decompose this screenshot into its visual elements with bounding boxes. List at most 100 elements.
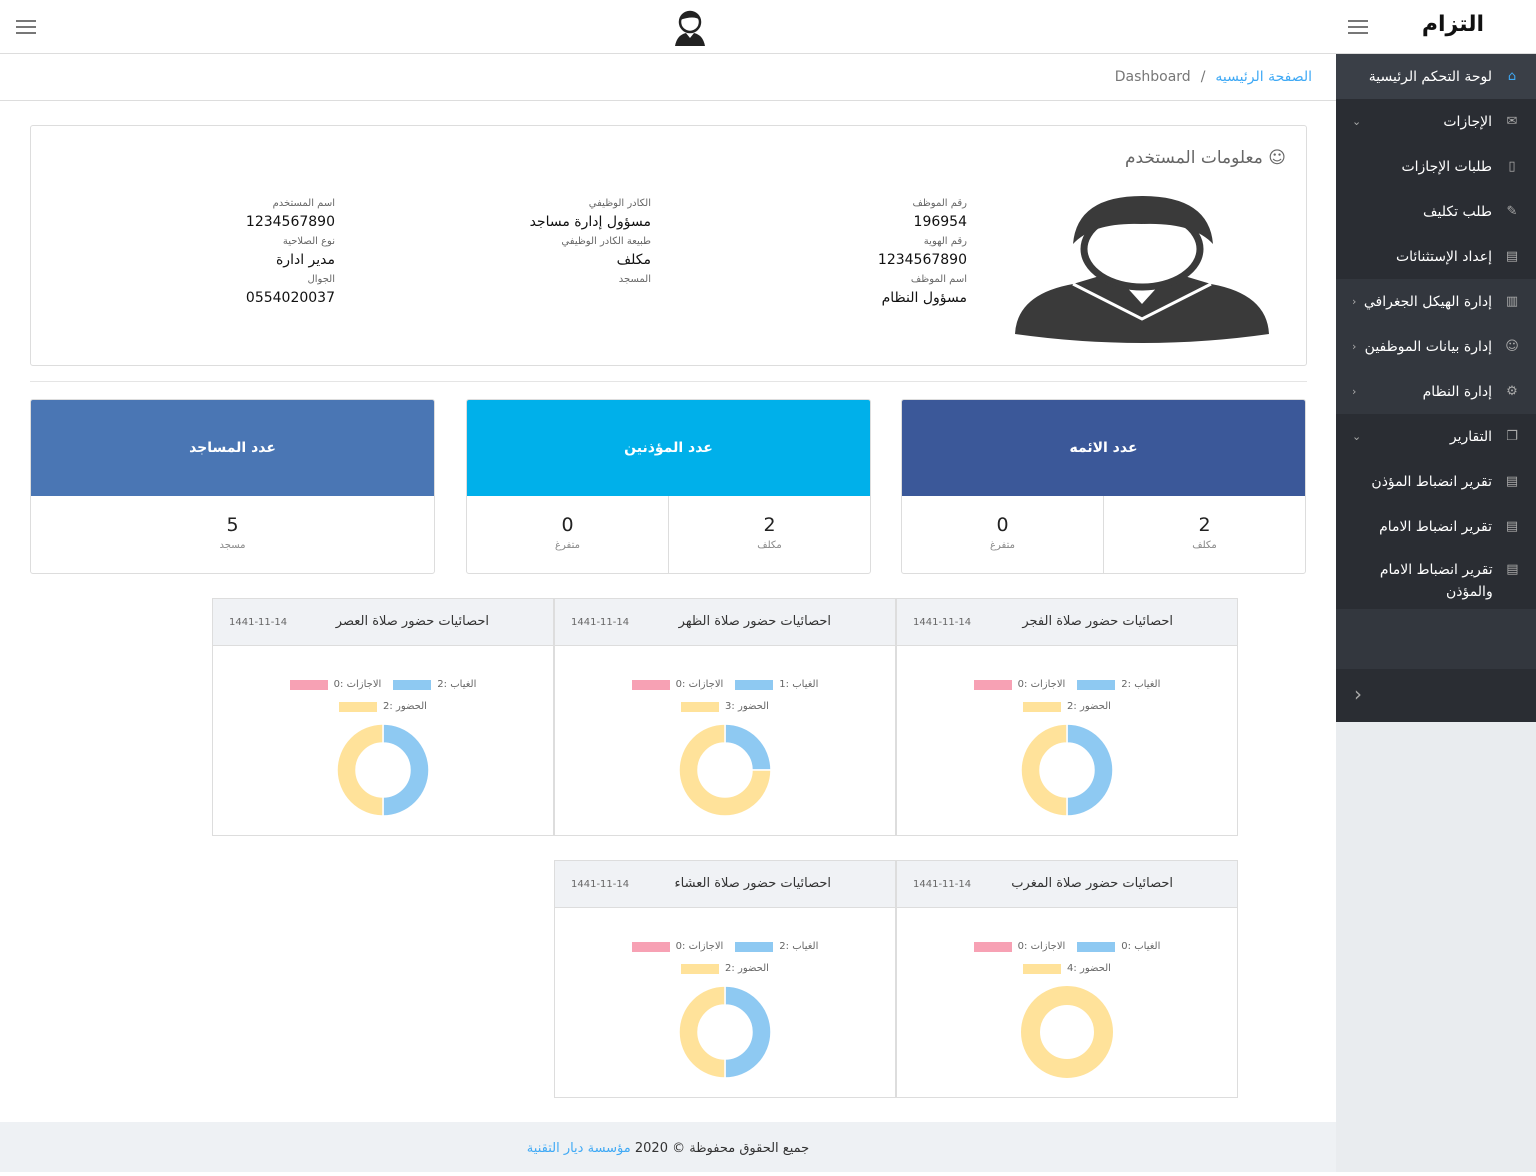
sidebar-item-label: لوحة التحكم الرئيسية [1368,68,1492,85]
breadcrumb-current: Dashboard [1114,69,1191,85]
stat-title: عدد المؤذنين [467,400,870,496]
sidebar-toggle-icon[interactable] [1348,20,1368,34]
menu-icon[interactable] [16,20,36,34]
sidebar-item-11[interactable]: ▤ تقرير انضباط الامام والمؤذن [1336,549,1536,609]
chart-date: 1441-11-14 [913,617,972,628]
stat-value: 2 [1198,514,1211,536]
sidebar-item-label: إدارة النظام [1422,383,1492,400]
sidebar-item-5[interactable]: ▥ إدارة الهيكل الجغرافي ‹ [1336,279,1536,324]
donut-chart [678,985,772,1079]
legend-entry[interactable]: الحضور :2 [1023,696,1111,718]
donut-slice[interactable] [382,723,430,817]
legend-swatch [339,702,378,712]
document-icon: ▯ [1508,159,1516,174]
attendance-chart-card: احصائيات حضور صلاة العصر 1441-11-14 الغيا… [212,598,554,836]
book-icon: ▤ [1505,519,1519,534]
stat-label: مكلف [1192,540,1217,551]
chart-title: احصائيات حضور صلاة العشاء [674,876,831,891]
info-column: رقم الموظف 196954 رقم الهوية 1234567890 اس… [878,198,967,312]
chart-date: 1441-11-14 [571,879,630,890]
stat-label: مسجد [219,540,246,551]
sidebar-item-label: إدارة بيانات الموظفين [1364,338,1492,355]
legend-swatch [681,702,720,712]
legend-entry[interactable]: الحضور :4 [1023,958,1111,980]
breadcrumb-home-link[interactable]: الصفحة الرئيسيه [1215,69,1312,85]
sidebar-item-label: إدارة الهيكل الجغرافي [1363,293,1492,310]
sidebar-item-2[interactable]: ▯ طلبات الإجازات [1336,144,1536,189]
book-icon: ▤ [1506,562,1519,577]
stat-card: عدد المؤذنين 2 مكلف 0 متفرغ [466,399,871,574]
sidebar-item-8[interactable]: ❐ التقارير ⌄ [1336,414,1536,459]
field-value: مدير ادارة [275,252,335,268]
field-value [530,290,651,312]
legend-swatch [1023,702,1062,712]
organization-link[interactable]: مؤسسة ديار التقنية [526,1141,631,1156]
legend-entry[interactable]: الحضور :2 [681,958,769,980]
legend-entry[interactable]: الاجازات :0 [973,674,1065,696]
chart-legend: الغياب :2 الاجازات :0 الحضور :2 [897,674,1237,718]
legend-entry[interactable]: الاجازات :0 [631,936,723,958]
donut-chart [336,723,430,817]
donut-slice[interactable] [678,985,726,1079]
legend-entry[interactable]: الاجازات :0 [631,674,723,696]
donut-slice[interactable] [336,723,384,817]
sidebar-item-1[interactable]: ✉ الإجازات ⌄ [1336,99,1536,144]
legend-entry[interactable]: الغياب :1 [735,674,818,696]
donut-slice[interactable] [724,985,772,1079]
sidebar-item-3[interactable]: ✎ طلب تكليف [1336,189,1536,234]
field-value: 0554020037 [245,290,335,306]
donut-chart [1021,986,1113,1078]
chart-legend: الغياب :0 الاجازات :0 الحضور :4 [897,936,1237,980]
info-column: اسم المستخدم 1234567890 نوع الصلاحية مدير… [246,198,335,312]
donut-slice[interactable] [724,723,772,771]
stat-value: 0 [996,514,1009,536]
field-label: رقم الموظف [912,198,967,209]
legend-swatch [631,942,670,952]
legend-swatch [631,680,670,690]
field-label: اسم الموظف [910,274,967,285]
legend-swatch [289,680,328,690]
field-value: 1234567890 [877,252,967,268]
user-icon: ☺ [1262,148,1286,168]
copy-icon: ❐ [1506,429,1518,444]
sidebar-item-label: إعداد الإستثنائات [1395,248,1492,265]
donut-slice[interactable] [1020,723,1068,817]
legend-entry[interactable]: الاجازات :0 [973,936,1065,958]
chevron-icon: ‹ [1352,295,1357,308]
legend-entry[interactable]: الحضور :3 [681,696,769,718]
legend-entry[interactable]: الغياب :2 [1077,674,1160,696]
sidebar-item-9[interactable]: ▤ تقرير انضباط المؤذن [1336,459,1536,504]
user-avatar-icon[interactable] [674,9,706,47]
donut-slice[interactable] [1066,723,1114,817]
legend-entry[interactable]: الاجازات :0 [289,674,381,696]
field-value: مكلف [616,252,651,268]
legend-entry[interactable]: الغياب :2 [393,674,476,696]
legend-entry[interactable]: الغياب :0 [1077,936,1160,958]
chevron-icon: ⌄ [1352,115,1362,128]
chevron-icon: ‹ [1352,385,1357,398]
sidebar-item-10[interactable]: ▤ تقرير انضباط الامام [1336,504,1536,549]
footer: جميع الحقوق محفوظة © 2020 مؤسسة ديار الت… [0,1122,1336,1172]
legend-entry[interactable]: الغياب :2 [735,936,818,958]
stat-value: 5 [226,514,239,536]
donut-slice[interactable] [678,723,772,817]
donut-slice[interactable] [1021,986,1113,1078]
chevron-icon: ⌄ [1352,430,1362,443]
chart-title: احصائيات حضور صلاة الفجر [1022,614,1173,629]
stat-card: عدد الائمه 2 مكلف 0 متفرغ [901,399,1306,574]
chart-title: احصائيات حضور صلاة الظهر [678,614,831,629]
sidebar-item-6[interactable]: ☺ إدارة بيانات الموظفين ‹ [1336,324,1536,369]
sidebar-item-label: طلب تكليف [1423,203,1492,220]
legend-swatch [1077,680,1116,690]
chart-date: 1441-11-14 [913,879,972,890]
field-value: 196954 [913,214,967,230]
info-column: الكادر الوظيفي مسؤول إدارة مساجد طبيعة ال… [530,198,651,312]
collapse-sidebar-button[interactable]: › [1336,669,1536,719]
sidebar-item-7[interactable]: ⚙ إدارة النظام ‹ [1336,369,1536,414]
legend-entry[interactable]: الحضور :2 [339,696,427,718]
sidebar-item-0[interactable]: ⌂ لوحة التحكم الرئيسية [1336,54,1536,99]
sidebar-item-4[interactable]: ▤ إعداد الإستثنائات [1336,234,1536,279]
user-info-card: ☺ معلومات المستخدم رقم الموظف 196954 رقم … [30,125,1307,366]
home-icon: ⌂ [1507,69,1517,84]
legend-swatch [1023,964,1062,974]
